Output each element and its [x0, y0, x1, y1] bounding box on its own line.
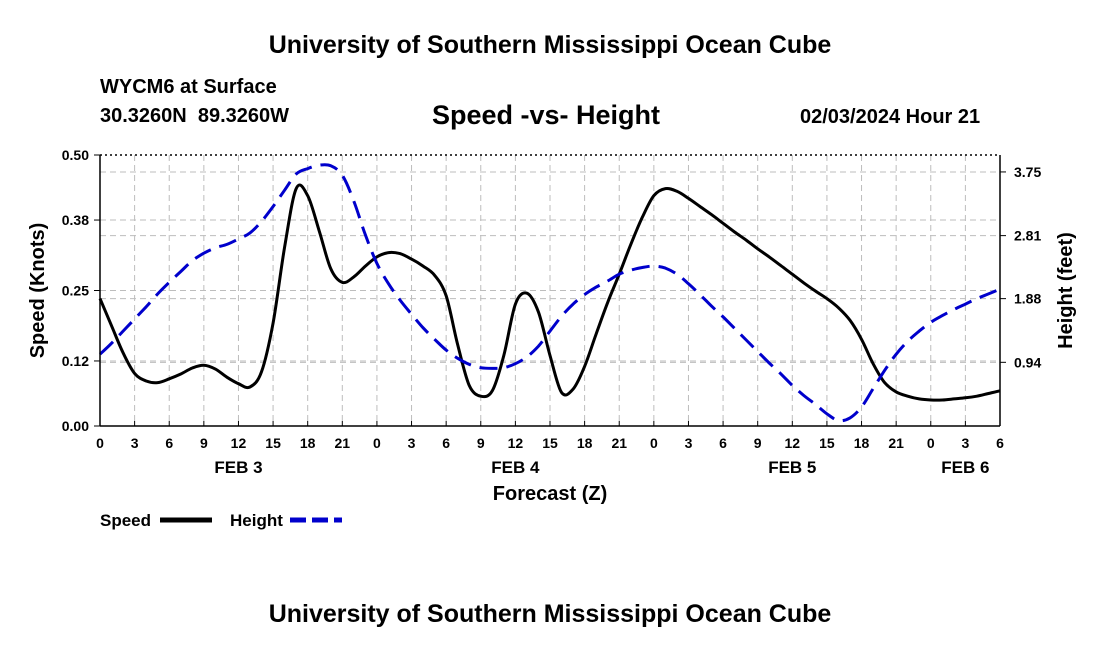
y-right-axis-label: Height (feet) [1055, 232, 1077, 349]
x-tick-label: 6 [719, 435, 727, 451]
y-left-axis-label: Speed (Knots) [27, 223, 49, 359]
x-tick-label: 21 [888, 435, 904, 451]
footer-title: University of Southern Mississippi Ocean… [268, 600, 832, 628]
x-tick-label: 3 [408, 435, 416, 451]
forecast-datetime: 02/03/2024 Hour 21 [800, 106, 981, 128]
x-tick-label: 6 [165, 435, 173, 451]
x-tick-label: 0 [373, 435, 381, 451]
x-tick-label: 21 [335, 435, 351, 451]
x-tick-label: 3 [131, 435, 139, 451]
y-left-tick-label: 0.38 [62, 212, 89, 228]
legend: Speed Height [100, 511, 342, 530]
series-line-height [98, 163, 1001, 423]
series-line-speed [98, 183, 1001, 402]
x-tick-label: 0 [650, 435, 658, 451]
grid-lines [100, 155, 1000, 426]
x-tick-label: 15 [819, 435, 835, 451]
x-tick-label: 15 [265, 435, 281, 451]
x-tick-label: 0 [96, 435, 104, 451]
y-left-tick-label: 0.50 [62, 147, 89, 163]
x-tick-label: 3 [685, 435, 693, 451]
main-title: University of Southern Mississippi Ocean… [268, 31, 832, 59]
y-left-tick-label: 0.25 [62, 283, 89, 299]
y-left-tick-label: 0.12 [62, 353, 89, 369]
chart-title: Speed -vs- Height [432, 100, 661, 130]
x-tick-label: 12 [785, 435, 801, 451]
y-left-tick-label: 0.00 [62, 418, 89, 434]
x-tick-label: 18 [854, 435, 870, 451]
x-tick-label: 6 [442, 435, 450, 451]
day-label: FEB 6 [941, 458, 989, 477]
x-tick-label: 21 [611, 435, 627, 451]
day-label: FEB 5 [768, 458, 816, 477]
y-right-tick-label: 3.75 [1014, 164, 1041, 180]
legend-label-speed: Speed [100, 511, 151, 530]
x-tick-label: 9 [754, 435, 762, 451]
x-tick-label: 0 [927, 435, 935, 451]
x-tick-label: 9 [477, 435, 485, 451]
axes: 0 3 6 9 12 15 18 21 0 3 6 9 12 15 18 21 0 3 6 9 12 15 18 21 0 3 6F… [27, 147, 1077, 505]
day-label: FEB 3 [214, 458, 262, 477]
y-right-tick-label: 0.94 [1014, 354, 1041, 370]
station-coordinates: 30.3260N 89.3260W [100, 105, 290, 127]
x-tick-label: 9 [200, 435, 208, 451]
day-label: FEB 4 [491, 458, 540, 477]
x-tick-label: 12 [231, 435, 247, 451]
x-tick-label: 18 [300, 435, 316, 451]
x-axis-label: Forecast (Z) [493, 483, 607, 505]
series-lines [98, 163, 1001, 423]
legend-label-height: Height [230, 511, 283, 530]
x-tick-label: 12 [508, 435, 524, 451]
x-tick-label: 18 [577, 435, 593, 451]
y-right-tick-label: 2.81 [1014, 228, 1041, 244]
x-tick-label: 6 [996, 435, 1004, 451]
station-name: WYCM6 at Surface [100, 76, 277, 98]
x-tick-label: 15 [542, 435, 558, 451]
x-tick-label: 3 [961, 435, 969, 451]
y-right-tick-label: 1.88 [1014, 291, 1041, 307]
